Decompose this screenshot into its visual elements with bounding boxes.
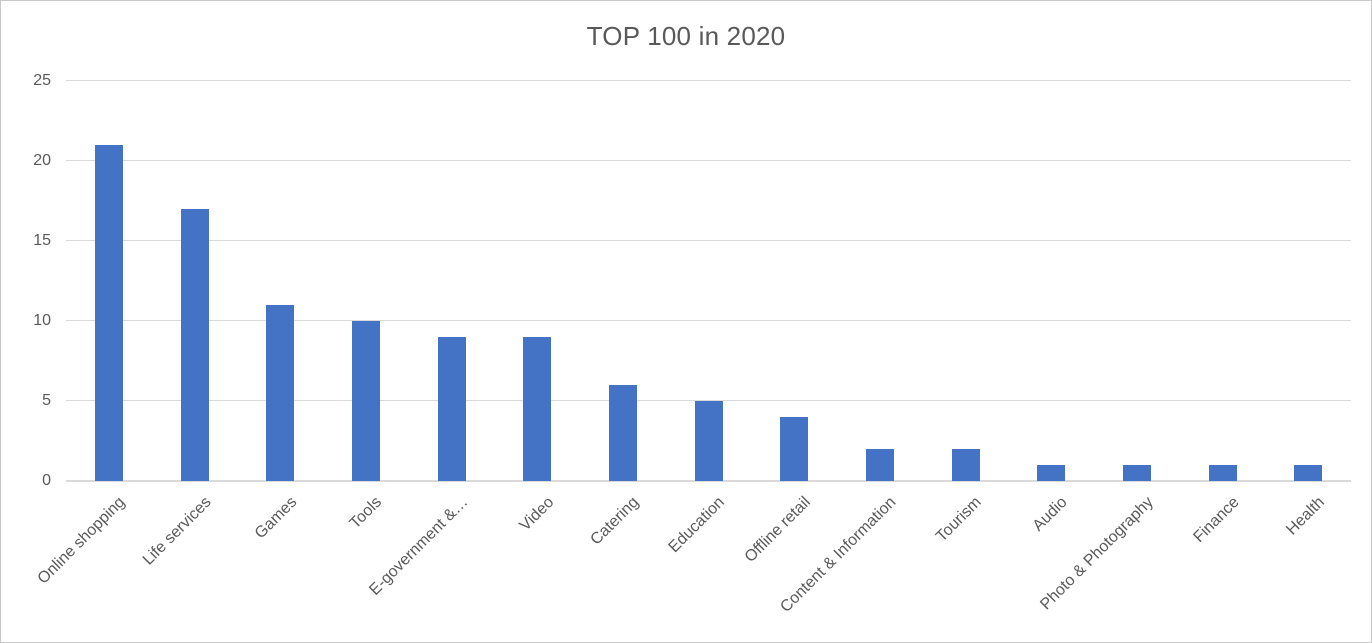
gridline — [66, 320, 1351, 321]
bar — [523, 337, 552, 481]
bar — [608, 385, 637, 481]
bar — [694, 401, 723, 481]
x-axis-category-label: Games — [251, 493, 300, 543]
bar — [1294, 465, 1323, 481]
x-axis-category-label: Finance — [1189, 493, 1243, 546]
x-axis-category-label: Offline retail — [741, 493, 814, 566]
x-axis-category-label: Tourism — [933, 493, 986, 546]
gridline — [66, 400, 1351, 401]
y-axis-tick-label: 20 — [33, 152, 51, 169]
bar — [1122, 465, 1151, 481]
bar — [865, 449, 894, 481]
x-axis-category-label: Health — [1283, 493, 1328, 539]
y-axis-tick-label: 25 — [33, 72, 51, 89]
bar — [266, 305, 295, 481]
x-axis-category-label: Life services — [139, 493, 215, 569]
bar — [951, 449, 980, 481]
bar — [180, 209, 209, 481]
bar — [1037, 465, 1066, 481]
x-axis-category-label: Online shopping — [34, 493, 129, 588]
y-axis-tick-label: 10 — [33, 312, 51, 329]
bar — [1208, 465, 1237, 481]
x-axis-category-label: Tools — [347, 493, 386, 533]
y-axis-tick-label: 0 — [42, 472, 51, 489]
gridline — [66, 240, 1351, 241]
bar — [780, 417, 809, 481]
x-axis-category-label: Education — [665, 493, 729, 557]
bar — [351, 321, 380, 481]
x-axis-category-label: Audio — [1029, 493, 1071, 535]
gridline — [66, 160, 1351, 161]
y-axis-tick-label: 15 — [33, 232, 51, 249]
bar — [437, 337, 466, 481]
gridline — [66, 80, 1351, 81]
y-axis-tick-label: 5 — [42, 392, 51, 409]
x-axis-category-label: Video — [516, 493, 557, 535]
x-axis-line — [66, 480, 1351, 482]
x-axis-category-label: Catering — [587, 493, 643, 549]
plot-area — [66, 80, 1351, 482]
chart-title: TOP 100 in 2020 — [586, 21, 786, 51]
bar — [94, 145, 123, 481]
